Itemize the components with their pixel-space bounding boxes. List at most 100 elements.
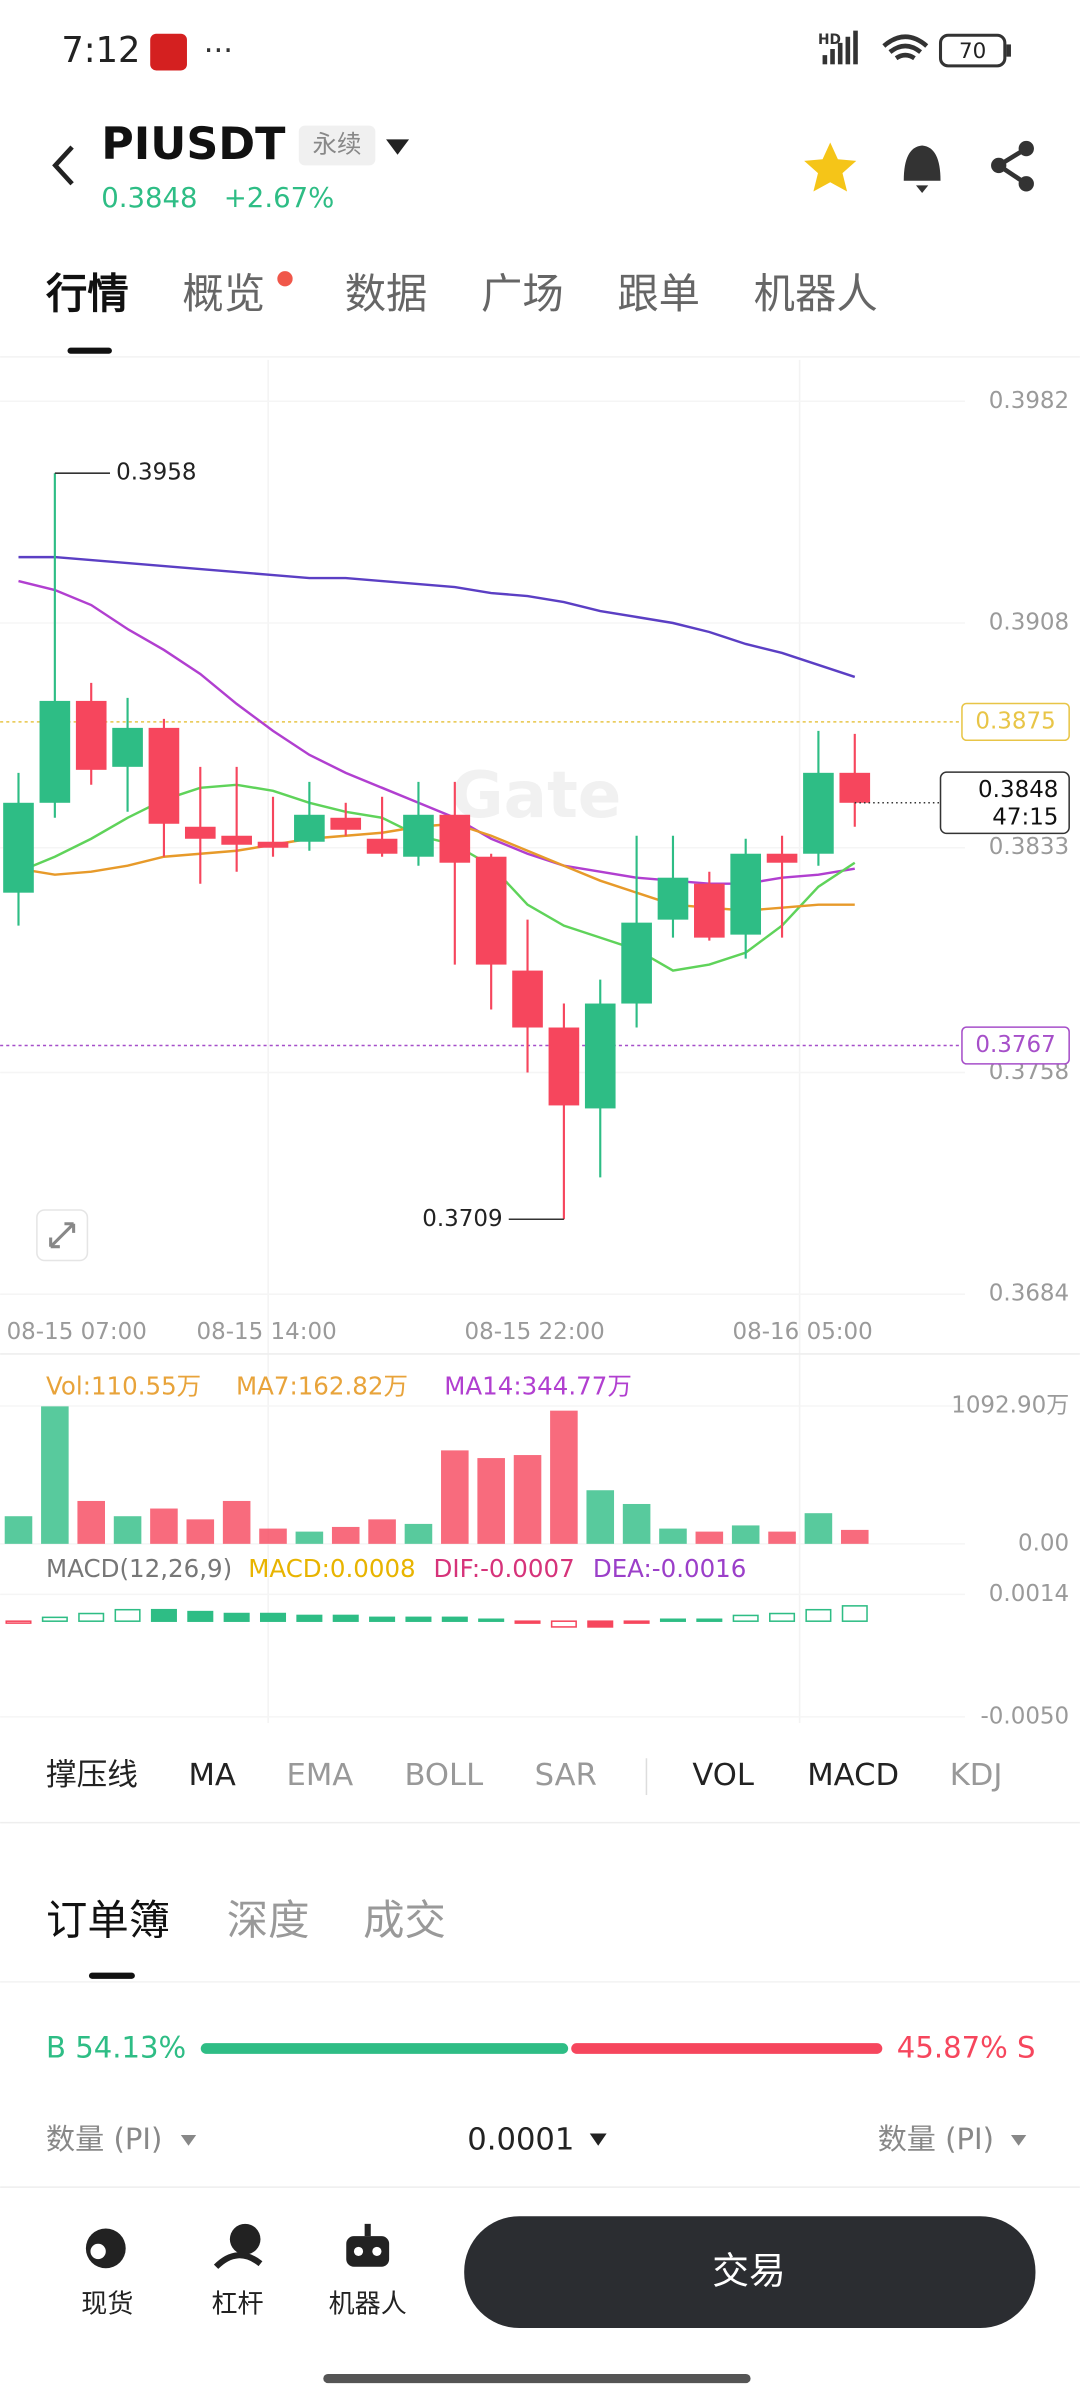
candle-body	[439, 814, 471, 863]
share-icon[interactable]	[991, 140, 1034, 192]
volume-bar	[695, 1531, 724, 1544]
last-price-label: 0.3848	[978, 777, 1058, 803]
tab[interactable]: 行情	[46, 270, 129, 318]
indicator-label: Vol:110.55万	[46, 1372, 201, 1401]
battery-level: 70	[959, 39, 986, 64]
dropdown-arrow	[1010, 2135, 1027, 2146]
home-indicator	[323, 2373, 751, 2384]
macd-bar	[659, 1618, 686, 1622]
alert-bell[interactable]	[903, 145, 941, 193]
x-tick-label: 08-15 22:00	[465, 1319, 605, 1345]
indicator[interactable]: VOL	[692, 1758, 754, 1793]
y-tick-label: 1092.90万	[951, 1392, 1069, 1418]
back-button[interactable]	[52, 145, 74, 186]
tab[interactable]: 数据	[345, 270, 428, 318]
y-tick-label: 0.00	[1018, 1530, 1069, 1556]
volume-bar	[622, 1503, 651, 1544]
macd-bar	[405, 1616, 432, 1622]
low-annotation: 0.3709	[422, 1206, 502, 1232]
orderbook-tab[interactable]: 深度	[227, 1897, 310, 1945]
macd-bar	[150, 1608, 177, 1622]
battery-icon	[938, 33, 1007, 68]
indicator[interactable]: MACD	[807, 1758, 899, 1793]
trade-button[interactable]	[464, 2216, 1036, 2329]
macd-bar	[41, 1616, 68, 1622]
candle-body	[184, 826, 216, 839]
status-network: HD	[818, 32, 841, 48]
y-tick-label: 0.0014	[989, 1581, 1069, 1607]
indicator-bar: 撑压线 MA EMA BOLL SAR VOL MACD KDJ	[46, 1758, 1003, 1796]
tab[interactable]: 概览	[182, 270, 265, 318]
dropdown-arrow	[180, 2135, 197, 2146]
volume-bar	[186, 1519, 215, 1544]
volume-bar	[586, 1490, 615, 1544]
macd-bar	[841, 1605, 868, 1622]
indicator[interactable]: SAR	[535, 1758, 597, 1793]
buy-ratio-bar	[200, 2043, 569, 2054]
orderbook-tab[interactable]: 成交	[363, 1897, 446, 1945]
macd-bar	[587, 1620, 614, 1628]
high-annotation: 0.3958	[116, 460, 196, 486]
volume-bar	[477, 1458, 505, 1544]
candle-body	[839, 772, 871, 803]
volume-bar	[513, 1455, 542, 1544]
candle-body	[475, 856, 507, 965]
reference-badge	[961, 1026, 1070, 1065]
macd-bar	[187, 1610, 214, 1622]
volume-bar	[550, 1410, 578, 1544]
indicator[interactable]: BOLL	[404, 1758, 483, 1793]
volume-bar	[295, 1531, 324, 1544]
volume-bar	[41, 1406, 69, 1544]
orderbook-tab[interactable]: 订单簿	[46, 1897, 170, 1945]
indicator-label: MA14:344.77万	[444, 1372, 632, 1401]
indicator[interactable]: 撑压线	[46, 1758, 138, 1793]
favorite-star[interactable]	[804, 142, 857, 192]
countdown-label: 47:15	[992, 805, 1058, 831]
reference-badge	[961, 702, 1070, 742]
indicator[interactable]: MA	[189, 1758, 236, 1793]
buy-ratio-label: B 54.13%	[46, 2030, 186, 2064]
volume-bar	[404, 1523, 433, 1544]
candle-body	[730, 853, 762, 935]
candle-body	[803, 772, 834, 854]
notification-dot	[277, 271, 293, 287]
volume-bar	[331, 1526, 360, 1544]
volume-bar	[113, 1516, 142, 1544]
volume-bar	[4, 1516, 33, 1544]
symbol-dropdown[interactable]	[386, 139, 410, 155]
tab[interactable]: 机器人	[754, 270, 878, 318]
nav-margin-icon	[213, 2223, 263, 2270]
macd-bar	[223, 1612, 250, 1622]
control[interactable]: 数量 (PI)	[46, 2122, 162, 2156]
tab[interactable]: 跟单	[617, 270, 700, 318]
candle-body	[3, 802, 34, 893]
volume-bar	[259, 1528, 287, 1544]
indicator-label: MACD(12,26,9)	[46, 1554, 232, 1583]
status-time: 7:12	[61, 30, 140, 71]
macd-bar	[5, 1620, 32, 1624]
nav-label[interactable]: 杠杆	[211, 2290, 263, 2320]
candle-body	[584, 1003, 616, 1109]
macd-bar	[369, 1616, 396, 1622]
indicator[interactable]: EMA	[287, 1758, 354, 1793]
tab[interactable]: 广场	[481, 270, 564, 318]
control[interactable]: 数量 (PI)	[878, 2122, 994, 2156]
indicator[interactable]: KDJ	[950, 1758, 1003, 1793]
volume-bar	[768, 1531, 796, 1544]
wifi-icon	[882, 34, 929, 61]
nav-spot-icon	[85, 2228, 126, 2269]
control[interactable]: 0.0001	[467, 2123, 574, 2158]
nav-label[interactable]: 现货	[81, 2290, 133, 2320]
y-tick-label: 0.3684	[989, 1281, 1069, 1307]
candle-body	[75, 700, 107, 770]
macd-bar	[259, 1612, 287, 1622]
nav-label[interactable]: 机器人	[329, 2290, 407, 2320]
ma-line	[18, 579, 855, 885]
macd-bar	[78, 1612, 105, 1622]
y-tick-label: -0.0050	[981, 1703, 1070, 1729]
y-tick-label: 0.3833	[989, 834, 1069, 860]
candle-body	[366, 838, 398, 854]
macd-bar	[478, 1618, 505, 1622]
indicator-label: DEA:-0.0016	[593, 1554, 747, 1583]
